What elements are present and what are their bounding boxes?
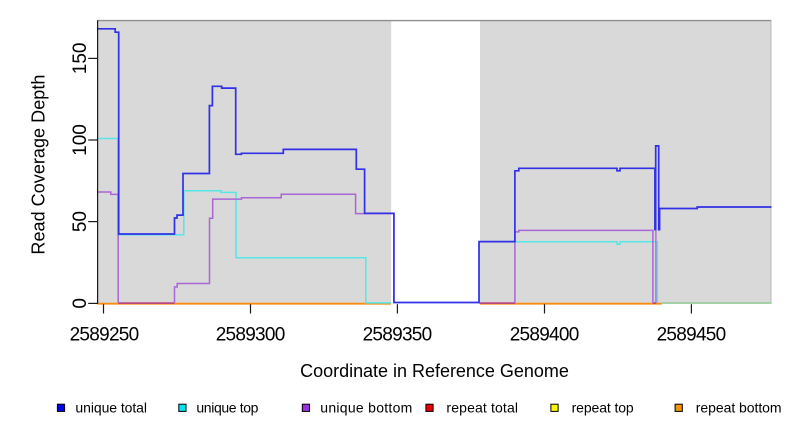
svg-text:2589400: 2589400 bbox=[510, 325, 580, 346]
svg-text:150: 150 bbox=[70, 43, 91, 75]
svg-text:repeat total: repeat total bbox=[446, 399, 518, 415]
svg-text:2589450: 2589450 bbox=[657, 325, 727, 346]
svg-text:repeat top: repeat top bbox=[572, 399, 634, 415]
svg-text:50: 50 bbox=[70, 211, 91, 232]
svg-text:2589300: 2589300 bbox=[216, 325, 286, 346]
svg-text:repeat bottom: repeat bottom bbox=[696, 399, 782, 415]
svg-text:unique bottom: unique bottom bbox=[320, 399, 412, 415]
svg-text:unique total: unique total bbox=[75, 399, 147, 415]
svg-text:Read Coverage Depth: Read Coverage Depth bbox=[29, 75, 49, 255]
svg-text:2589250: 2589250 bbox=[70, 325, 140, 346]
svg-text:0: 0 bbox=[70, 298, 91, 309]
svg-text:100: 100 bbox=[70, 124, 91, 156]
svg-text:2589350: 2589350 bbox=[363, 325, 433, 346]
svg-text:unique top: unique top bbox=[196, 399, 258, 415]
svg-text:Coordinate in Reference Genome: Coordinate in Reference Genome bbox=[300, 361, 569, 381]
